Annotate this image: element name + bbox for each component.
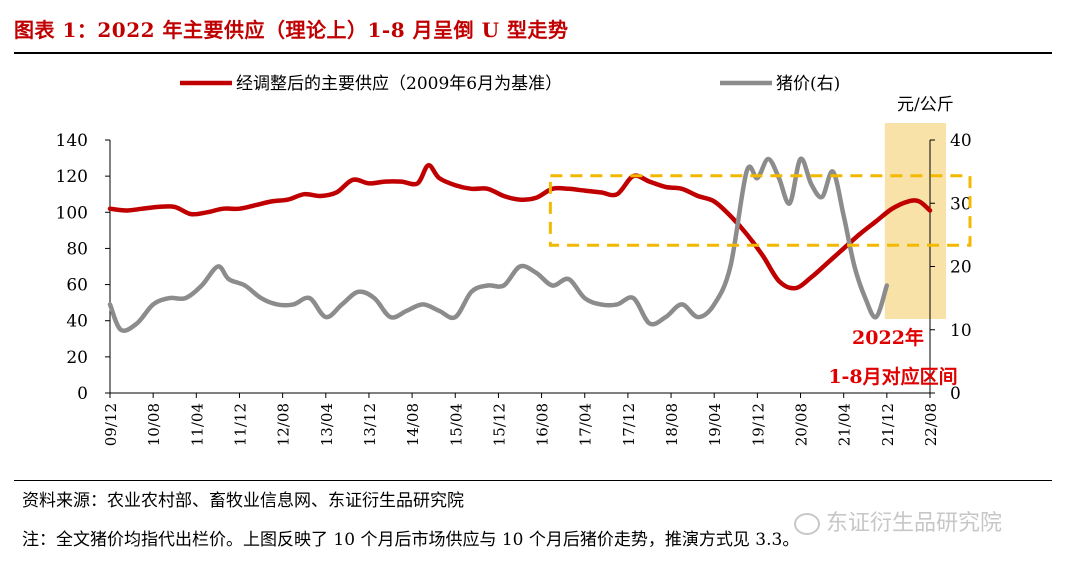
x-tick-label: 22/08	[922, 403, 940, 446]
x-tick-label: 12/08	[275, 403, 293, 446]
highlight-band	[884, 123, 946, 319]
wechat-icon	[794, 513, 820, 535]
watermark: 东证衍生品研究院	[794, 505, 1002, 537]
title-rule	[14, 52, 1052, 54]
price-series-line	[107, 156, 890, 333]
legend-label-price: 猪价(右)	[776, 74, 840, 94]
dashed-highlight-box	[548, 174, 972, 247]
right-axis-unit: 元/公斤	[897, 95, 954, 115]
x-tick-label: 14/08	[404, 403, 422, 446]
x-tick-label: 11/04	[188, 403, 206, 446]
x-tick-label: 13/12	[361, 403, 379, 446]
y-left-tick-label: 140	[56, 131, 88, 151]
x-tick-label: 21/04	[836, 403, 854, 446]
source-text: 资料来源：农业农村部、畜牧业信息网、东证衍生品研究院	[22, 491, 464, 511]
x-tick-label: 10/08	[145, 403, 163, 446]
y-right-tick-label: 0	[950, 384, 961, 404]
x-tick-label: 19/12	[749, 403, 767, 446]
y-left-tick-label: 60	[66, 276, 88, 296]
chart-title: 图表 1：2022 年主要供应（理论上）1-8 月呈倒 U 型走势	[14, 18, 569, 42]
y-right-tick-label: 10	[950, 321, 972, 341]
y-left-tick-label: 20	[66, 348, 88, 368]
chart-svg: 0 20 40 60 80 100 120 140 0 10 20 30 40 元/公斤 09/12 10/0…	[56, 74, 972, 446]
y-left-tick-label: 80	[66, 239, 88, 259]
y-right-tick-label: 30	[950, 194, 972, 214]
annotation-line1: 2022年	[852, 326, 924, 349]
x-tick-label: 16/08	[534, 403, 552, 446]
footer-rule	[14, 480, 1052, 481]
x-tick-label: 09/12	[102, 403, 120, 446]
x-tick-label: 19/04	[706, 403, 724, 446]
supply-series-line	[107, 163, 933, 291]
x-tick-label: 18/08	[663, 403, 681, 446]
y-left-tick-label: 120	[56, 167, 88, 187]
x-tick-label: 17/12	[620, 403, 638, 446]
y-left-tick-label: 100	[56, 203, 88, 223]
x-tick-label: 15/12	[490, 403, 508, 446]
x-tick-label: 15/04	[447, 403, 465, 446]
y-right-tick-label: 40	[950, 131, 972, 151]
y-left-tick-label: 0	[77, 384, 88, 404]
x-tick-label: 21/12	[879, 403, 897, 446]
x-tick-label: 13/04	[318, 403, 336, 446]
legend-label-supply: 经调整后的主要供应（2009年6月为基准）	[236, 74, 562, 94]
y-left-tick-label: 40	[66, 312, 88, 332]
y-right-tick-label: 20	[950, 258, 972, 278]
watermark-text: 东证衍生品研究院	[826, 511, 1003, 536]
x-tick-label: 11/12	[231, 403, 249, 446]
x-tick-label: 20/08	[793, 403, 811, 446]
note-text: 注：全文猪价均指代出栏价。上图反映了 10 个月后市场供应与 10 个月后猪价走…	[22, 530, 800, 550]
annotation-line2: 1-8月对应区间	[828, 365, 957, 388]
x-tick-label: 17/04	[577, 403, 595, 446]
